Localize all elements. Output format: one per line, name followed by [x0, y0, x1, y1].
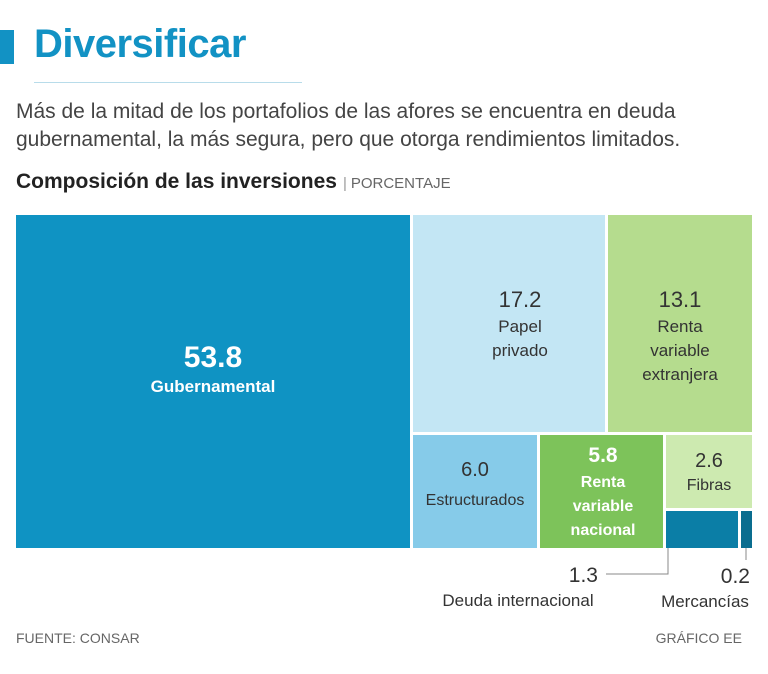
treemap-cell-gubernamental [16, 215, 410, 548]
source-note: FUENTE: CONSAR [16, 630, 140, 646]
treemap-cell-estructurados [413, 435, 537, 548]
treemap-cell-deuda-internacional [666, 511, 738, 548]
category-label-deuda-internacional: Deuda internacional [442, 591, 593, 610]
treemap-cell-renta-variable-nacional [540, 435, 663, 548]
category-label-papel-privado: privado [492, 341, 548, 360]
category-label-renta-variable-nacional: nacional [571, 522, 636, 539]
category-label-renta-variable-extranjera: extranjera [642, 365, 718, 384]
category-label-papel-privado: Papel [498, 317, 541, 336]
page-subtitle: Más de la mitad de los portafolios de la… [16, 100, 681, 151]
treemap-cell-papel-privado [413, 215, 605, 432]
title-divider [34, 82, 302, 83]
value-label-papel-privado: 17.2 [499, 287, 542, 312]
category-label-estructurados: Estructurados [426, 492, 525, 509]
treemap-cell-mercancias [741, 511, 752, 548]
value-label-estructurados: 6.0 [461, 459, 489, 481]
graphic-credit: GRÁFICO EE [655, 630, 742, 646]
value-label-deuda-internacional: 1.3 [569, 564, 598, 587]
value-label-renta-variable-extranjera: 13.1 [659, 287, 702, 312]
treemap-cell-renta-variable-extranjera [608, 215, 752, 432]
leader-line-deuda-internacional [606, 548, 669, 575]
value-label-gubernamental: 53.8 [184, 341, 242, 374]
chart-unit-separator: | [342, 175, 347, 192]
chart-unit-wrapper: | PORCENTAJE [337, 175, 451, 192]
chart-heading: Composición de las inversiones | PORCENTAJ… [16, 170, 451, 194]
category-label-renta-variable-nacional: variable [573, 498, 634, 515]
category-label-renta-variable-extranjera: variable [650, 341, 710, 360]
category-label-mercancias: Mercancías [661, 592, 749, 611]
value-label-mercancias: 0.2 [721, 565, 750, 588]
treemap-cell-fibras [666, 435, 752, 508]
value-label-renta-variable-nacional: 5.8 [588, 444, 618, 467]
value-label-fibras: 2.6 [695, 450, 723, 472]
category-label-renta-variable-extranjera: Renta [657, 317, 703, 336]
category-label-gubernamental: Gubernamental [151, 377, 276, 396]
page-title: Diversificar [34, 22, 246, 66]
chart-unit-label: PORCENTAJE [350, 175, 451, 192]
category-label-fibras: Fibras [687, 477, 731, 494]
title-accent-bar [0, 30, 14, 64]
chart-title: Composición de las inversiones [16, 170, 337, 193]
category-label-renta-variable-nacional: Renta [581, 474, 626, 491]
